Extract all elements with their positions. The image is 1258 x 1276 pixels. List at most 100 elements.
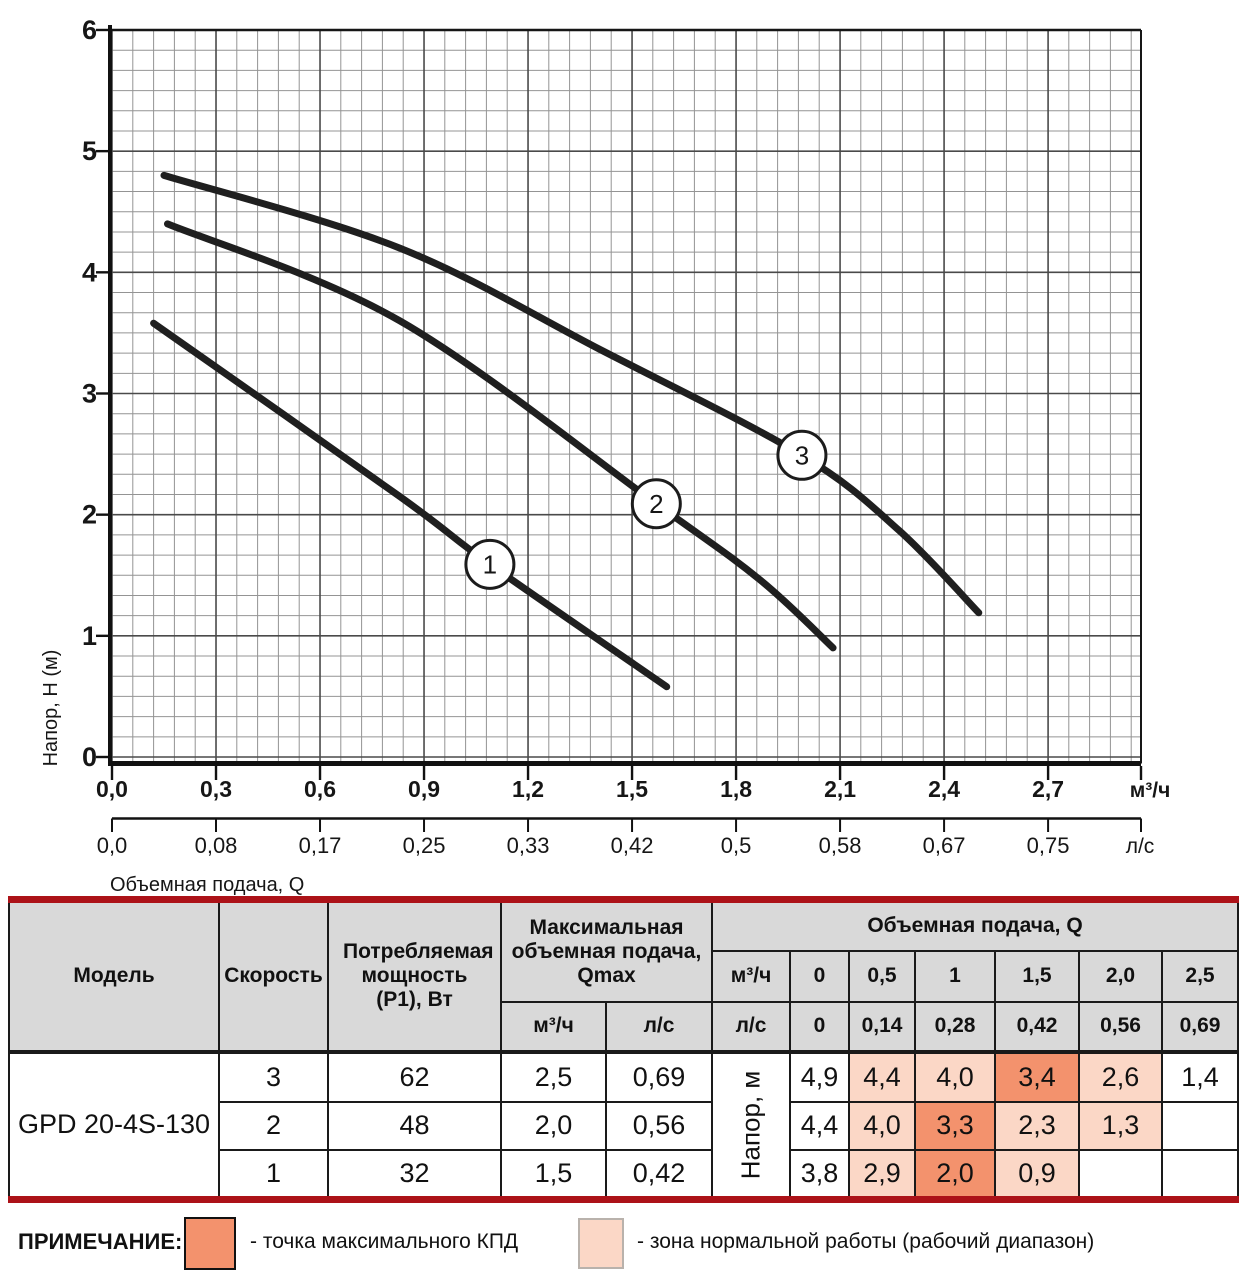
flow-m3h-value: 2,5 bbox=[1161, 949, 1239, 1003]
x-tick-label: 0,6 bbox=[304, 776, 336, 802]
x-unit-primary-label: м³/ч bbox=[1130, 779, 1171, 802]
pump-curve-speed-2 bbox=[164, 220, 837, 652]
flow-ls-value: 0,56 bbox=[1078, 1000, 1163, 1054]
ls-tick-label: 0,42 bbox=[611, 833, 654, 858]
x-unit-secondary-label: л/с bbox=[1126, 835, 1155, 858]
qmax-unit-m3h: м³/ч bbox=[500, 1000, 607, 1054]
curve-marker-label: 2 bbox=[649, 489, 663, 519]
x-tick-label: 2,4 bbox=[928, 776, 960, 802]
head-value: 4,4 bbox=[848, 1050, 916, 1103]
ls-tick-label: 0,25 bbox=[403, 833, 446, 858]
pump-curve-speed-1 bbox=[150, 319, 671, 691]
flow-ls-value: 0,28 bbox=[914, 1000, 996, 1054]
qmax-ls-cell: 0,56 bbox=[605, 1100, 713, 1151]
head-value: 0,9 bbox=[994, 1148, 1080, 1201]
curve-marker-1 bbox=[464, 538, 516, 590]
performance-chart: 6 5 4 3 2 1 0 0,0 0,3 0,6 0,9 1,2 1,5 1,8 2,1 2,4 2,7 м³/… bbox=[40, 15, 1171, 896]
flow-ls-label: л/с bbox=[711, 1000, 791, 1054]
curve-marker-label: 3 bbox=[795, 440, 809, 470]
head-value: 4,0 bbox=[848, 1100, 916, 1151]
x-tick-label: 2,7 bbox=[1032, 776, 1064, 802]
head-label-vertical: Напор, м bbox=[735, 1070, 766, 1180]
head-value: 2,9 bbox=[848, 1148, 916, 1201]
head-value: 2,0 bbox=[914, 1148, 996, 1201]
header-row-m3h: м³/ч 0 0,5 1 1,5 2,0 2,5 bbox=[9, 949, 1239, 1003]
head-value: 1,3 bbox=[1078, 1100, 1163, 1151]
ls-tick-label: 0,5 bbox=[721, 833, 752, 858]
x-axis-caption: Объемная подача, Q bbox=[110, 874, 304, 896]
header-power: Потребляемая мощность (P1), Вт bbox=[327, 898, 502, 1054]
qmax-ls-cell: 0,42 bbox=[605, 1148, 713, 1201]
header-row-ls: м³/ч л/с л/с 0 0,14 0,28 0,42 0,56 0,69 bbox=[9, 1000, 1239, 1054]
flow-m3h-value: 1 bbox=[914, 949, 996, 1003]
ls-tick-label: 0,08 bbox=[195, 833, 238, 858]
speed-cell: 1 bbox=[218, 1148, 329, 1201]
head-value: 4,0 bbox=[914, 1050, 996, 1103]
table-row: 2 48 2,0 0,56 4,4 4,0 3,3 2,3 1,3 bbox=[9, 1100, 1239, 1151]
flow-m3h-value: 0,5 bbox=[848, 949, 916, 1003]
head-value: 3,8 bbox=[789, 1148, 850, 1201]
x-tick-label: 0,9 bbox=[408, 776, 440, 802]
qmax-m3h-cell: 2,0 bbox=[500, 1100, 607, 1151]
x-tick-label: 1,8 bbox=[720, 776, 752, 802]
max-efficiency-swatch bbox=[184, 1217, 236, 1270]
y-tick-label: 3 bbox=[82, 378, 97, 408]
header-flow-title: Объемная подача, Q bbox=[711, 898, 1239, 952]
speed-cell: 3 bbox=[218, 1050, 329, 1103]
x-tick-label: 1,5 bbox=[616, 776, 648, 802]
header-qmax: Максимальная объемная подача, Qmax bbox=[500, 898, 713, 1003]
y-tick-label: 0 bbox=[82, 742, 97, 772]
header-model: Модель bbox=[8, 898, 220, 1054]
flow-m3h-value: 1,5 bbox=[994, 949, 1080, 1003]
note-title: ПРИМЕЧАНИЕ: bbox=[18, 1229, 183, 1254]
y-tick-label: 1 bbox=[82, 621, 97, 651]
power-cell: 32 bbox=[327, 1148, 502, 1201]
head-value bbox=[1161, 1148, 1239, 1201]
x-tick-label: 0,3 bbox=[200, 776, 232, 802]
head-value: 1,4 bbox=[1161, 1050, 1239, 1103]
flow-ls-value: 0,42 bbox=[994, 1000, 1080, 1054]
max-efficiency-label: - точка максимального КПД bbox=[250, 1230, 519, 1253]
qmax-ls-cell: 0,69 bbox=[605, 1050, 713, 1103]
x-tick-label: 0,0 bbox=[96, 776, 128, 802]
head-axis-cell: Напор, м bbox=[711, 1050, 791, 1201]
power-cell: 62 bbox=[327, 1050, 502, 1103]
flow-m3h-value: 2,0 bbox=[1078, 949, 1163, 1003]
head-value: 3,4 bbox=[994, 1050, 1080, 1103]
curve-marker-3 bbox=[776, 429, 828, 481]
curve-marker-label: 1 bbox=[483, 549, 497, 579]
y-tick-label: 2 bbox=[82, 500, 97, 530]
header-row-title: Модель Скорость Потребляемая мощность (P… bbox=[8, 898, 1239, 1054]
x-tick-label: 2,1 bbox=[824, 776, 856, 802]
power-cell: 48 bbox=[327, 1100, 502, 1151]
y-tick-label: 4 bbox=[82, 257, 97, 287]
qmax-m3h-cell: 1,5 bbox=[500, 1148, 607, 1201]
table-row: 1 32 1,5 0,42 3,8 2,9 2,0 0,9 bbox=[9, 1148, 1239, 1201]
flow-ls-value: 0,14 bbox=[848, 1000, 916, 1054]
qmax-m3h-cell: 2,5 bbox=[500, 1050, 607, 1103]
qmax-unit-ls: л/с bbox=[605, 1000, 713, 1054]
speed-cell: 2 bbox=[218, 1100, 329, 1151]
flow-ls-value: 0 bbox=[789, 1000, 850, 1054]
work-zone-swatch bbox=[578, 1218, 624, 1269]
head-value bbox=[1078, 1148, 1163, 1201]
table-row: GPD 20-4S-130 3 62 2,5 0,69 Напор, м 4,9… bbox=[8, 1050, 1239, 1201]
y-tick-label: 5 bbox=[82, 136, 97, 166]
head-value: 4,9 bbox=[789, 1050, 850, 1103]
x-tick-label: 1,2 bbox=[512, 776, 544, 802]
ls-tick-label: 0,75 bbox=[1027, 833, 1070, 858]
y-axis-caption: Напор, H (м) bbox=[40, 650, 62, 767]
head-value: 2,6 bbox=[1078, 1050, 1163, 1103]
spec-table: Модель Скорость Потребляемая мощность (P… bbox=[8, 896, 1239, 1203]
flow-m3h-label: м³/ч bbox=[711, 949, 791, 1003]
flow-m3h-value: 0 bbox=[789, 949, 850, 1003]
ls-tick-label: 0,17 bbox=[299, 833, 342, 858]
pump-curve-speed-3 bbox=[160, 171, 983, 617]
y-tick-label: 6 bbox=[82, 15, 97, 45]
head-value bbox=[1161, 1100, 1239, 1151]
head-value: 3,3 bbox=[914, 1100, 996, 1151]
ls-tick-label: 0,58 bbox=[819, 833, 862, 858]
header-speed: Скорость bbox=[218, 898, 329, 1054]
flow-ls-value: 0,69 bbox=[1161, 1000, 1239, 1054]
